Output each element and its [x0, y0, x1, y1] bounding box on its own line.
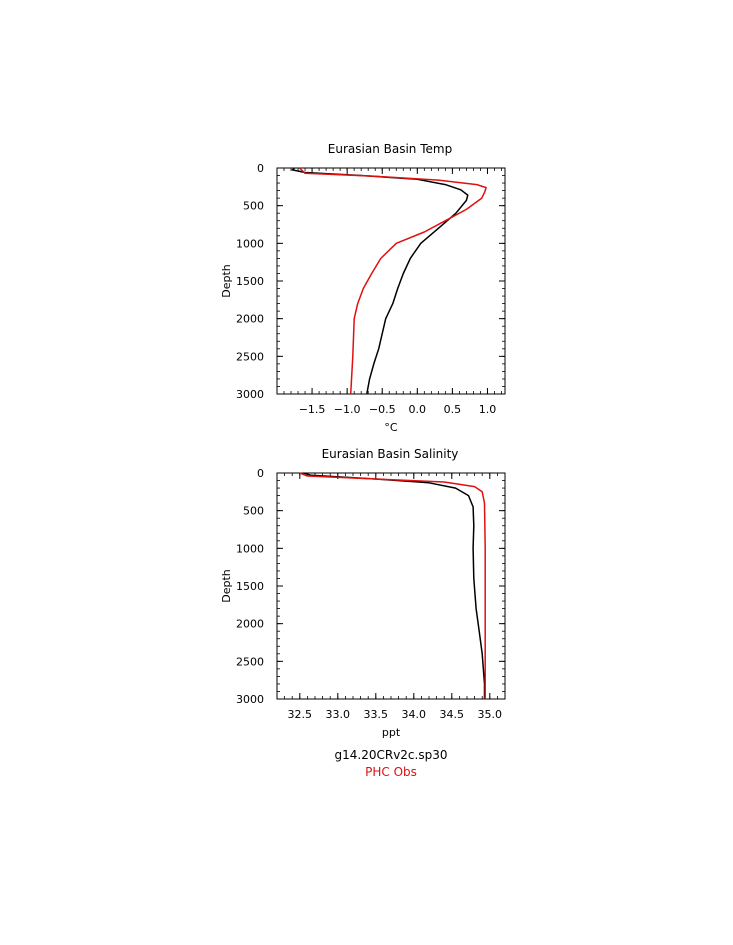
temp-y-tick-label: 500 — [243, 200, 264, 213]
temp-obs-line — [298, 167, 487, 395]
salinity-x-tick-label: 35.0 — [478, 708, 503, 721]
temp-panel: Eurasian Basin Temp −1.5 −1.0 −0.5 0.0 0.5 1.… — [220, 142, 506, 434]
salinity-y-tick-label: 500 — [243, 505, 264, 518]
salinity-x-tick-label: 34.5 — [440, 708, 465, 721]
temp-ticks: −1.5 −1.0 −0.5 0.0 0.5 1.0 0 500 1000 1500 2000 250… — [236, 162, 505, 416]
temp-y-tick-label: 3000 — [236, 388, 264, 401]
salinity-y-tick-label: 1500 — [236, 580, 264, 593]
salinity-series — [299, 472, 486, 699]
legend: g14.20CRv2c.sp30 PHC Obs — [335, 748, 448, 779]
salinity-panel: Eurasian Basin Salinity 32.5 33.0 33.5 34.0… — [220, 447, 506, 739]
salinity-model-line — [303, 472, 486, 699]
temp-x-tick-label: −0.5 — [369, 403, 396, 416]
temp-y-tick-label: 2500 — [236, 350, 264, 363]
salinity-x-tick-label: 33.5 — [364, 708, 389, 721]
salinity-x-tick-label: 32.5 — [288, 708, 313, 721]
salinity-y-tick-label: 0 — [257, 467, 264, 480]
salinity-y-tick-label: 3000 — [236, 693, 264, 706]
temp-y-tick-label: 1000 — [236, 237, 264, 250]
temp-x-tick-label: 1.0 — [479, 403, 497, 416]
temp-x-tick-label: 0.0 — [409, 403, 427, 416]
salinity-y-tick-label: 2000 — [236, 618, 264, 631]
temp-plot-frame — [276, 167, 506, 395]
temp-y-tick-label: 0 — [257, 162, 264, 175]
salinity-x-axis-label: ppt — [382, 726, 401, 739]
temp-model-line — [291, 167, 469, 395]
salinity-ticks: 32.5 33.0 33.5 34.0 34.5 35.0 0 500 1000 1500 2000… — [236, 467, 506, 721]
temp-y-axis-label: Depth — [220, 264, 233, 298]
salinity-y-tick-label: 1000 — [236, 542, 264, 555]
salinity-y-tick-label: 2500 — [236, 655, 264, 668]
temp-x-tick-label: 0.5 — [444, 403, 462, 416]
legend-item-obs: PHC Obs — [365, 765, 417, 779]
temp-y-tick-label: 1500 — [236, 275, 264, 288]
salinity-x-tick-label: 34.0 — [402, 708, 427, 721]
temp-series — [291, 167, 487, 395]
temp-x-tick-label: −1.0 — [334, 403, 361, 416]
legend-item-model: g14.20CRv2c.sp30 — [335, 748, 448, 762]
salinity-x-tick-label: 33.0 — [326, 708, 351, 721]
temp-x-axis-label: °C — [384, 421, 398, 434]
salinity-y-axis-label: Depth — [220, 569, 233, 603]
temp-chart-title: Eurasian Basin Temp — [328, 142, 452, 156]
salinity-obs-line — [299, 472, 486, 699]
salinity-chart-title: Eurasian Basin Salinity — [322, 447, 459, 461]
temp-y-tick-label: 2000 — [236, 313, 264, 326]
salinity-plot-frame — [276, 472, 506, 700]
temp-x-tick-label: −1.5 — [299, 403, 326, 416]
